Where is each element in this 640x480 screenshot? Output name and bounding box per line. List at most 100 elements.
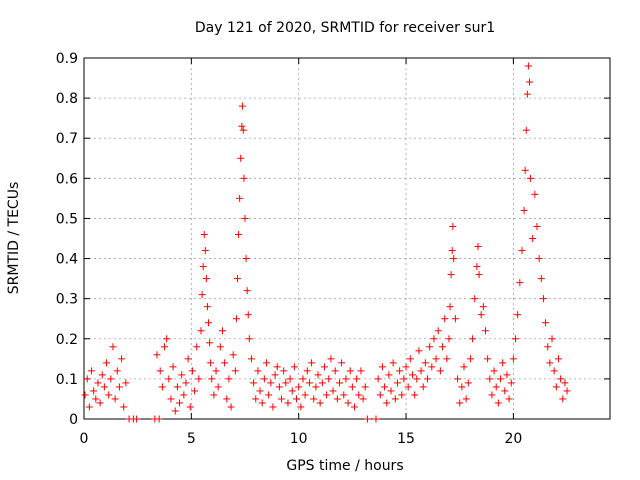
data-point <box>256 387 264 395</box>
y-tick-label: 0.4 <box>56 252 78 268</box>
data-point <box>550 367 558 375</box>
data-point <box>94 379 102 387</box>
data-point <box>359 395 367 403</box>
data-point <box>466 355 474 363</box>
data-point <box>323 391 331 399</box>
x-axis: 0 5 10 15 20 <box>80 58 522 447</box>
data-point <box>275 383 283 391</box>
data-point <box>278 395 286 403</box>
data-point <box>293 395 301 403</box>
data-point <box>477 311 485 319</box>
data-point <box>252 395 260 403</box>
data-point <box>456 399 464 407</box>
data-point <box>535 255 543 263</box>
data-point <box>284 399 292 407</box>
data-point <box>475 271 483 279</box>
data-point <box>447 271 455 279</box>
data-point <box>389 359 397 367</box>
data-point <box>383 399 391 407</box>
y-axis-label: SRMTID / TECUs <box>6 182 22 295</box>
data-point <box>223 395 231 403</box>
data-point <box>155 415 163 423</box>
x-tick-label: 10 <box>290 431 308 447</box>
data-point <box>267 379 275 387</box>
data-point <box>247 355 255 363</box>
data-point <box>537 275 545 283</box>
data-point <box>402 363 410 371</box>
data-point <box>445 335 453 343</box>
data-point <box>88 367 96 375</box>
x-axis-label: GPS time / hours <box>286 458 403 474</box>
data-point <box>245 335 253 343</box>
data-point <box>208 375 216 383</box>
data-point <box>516 279 524 287</box>
data-point <box>236 194 244 202</box>
data-point <box>173 383 181 391</box>
data-point <box>333 395 341 403</box>
data-point <box>514 311 522 319</box>
data-point <box>524 62 532 70</box>
data-point <box>348 383 356 391</box>
data-point <box>344 399 352 407</box>
data-point <box>346 367 354 375</box>
data-point <box>413 375 421 383</box>
data-point <box>243 287 251 295</box>
data-point <box>178 371 186 379</box>
data-point <box>469 335 477 343</box>
data-point <box>301 391 309 399</box>
data-point <box>180 391 188 399</box>
x-tick-label: 0 <box>80 431 89 447</box>
data-point <box>481 327 489 335</box>
data-point <box>539 295 547 303</box>
data-point <box>417 367 425 375</box>
data-point <box>310 395 318 403</box>
data-point <box>499 359 507 367</box>
y-tick-label: 0 <box>69 412 78 428</box>
data-point <box>548 335 556 343</box>
data-series-sur1 <box>81 62 571 423</box>
data-point <box>473 263 481 271</box>
data-point <box>210 391 218 399</box>
data-point <box>460 363 468 371</box>
data-point <box>396 367 404 375</box>
data-point <box>109 343 117 351</box>
data-point <box>443 355 451 363</box>
data-point <box>446 303 454 311</box>
data-point <box>237 154 245 162</box>
data-point <box>544 343 552 351</box>
data-point <box>262 359 270 367</box>
data-point <box>188 367 196 375</box>
data-point <box>335 379 343 387</box>
data-point <box>308 359 316 367</box>
data-point <box>381 383 389 391</box>
data-point <box>241 214 249 222</box>
data-point <box>161 343 169 351</box>
data-point <box>546 359 554 367</box>
data-point <box>254 367 262 375</box>
data-point <box>242 255 250 263</box>
data-point <box>203 303 211 311</box>
data-point <box>305 379 313 387</box>
data-point <box>342 375 350 383</box>
data-point <box>505 395 513 403</box>
data-point <box>260 375 268 383</box>
data-point <box>520 206 528 214</box>
y-tick-label: 0.7 <box>56 131 78 147</box>
data-point <box>419 383 427 391</box>
y-tick-label: 0.6 <box>56 171 78 187</box>
data-point <box>512 335 520 343</box>
data-point <box>542 319 550 327</box>
data-point <box>518 247 526 255</box>
data-point <box>169 363 177 371</box>
data-point <box>202 275 210 283</box>
data-point <box>216 343 224 351</box>
data-point <box>122 379 130 387</box>
data-point <box>227 403 235 411</box>
data-point <box>133 415 141 423</box>
data-point <box>191 387 199 395</box>
data-point <box>434 327 442 335</box>
data-point <box>83 375 91 383</box>
data-point <box>235 230 243 238</box>
data-point <box>238 102 246 110</box>
data-point <box>521 166 529 174</box>
